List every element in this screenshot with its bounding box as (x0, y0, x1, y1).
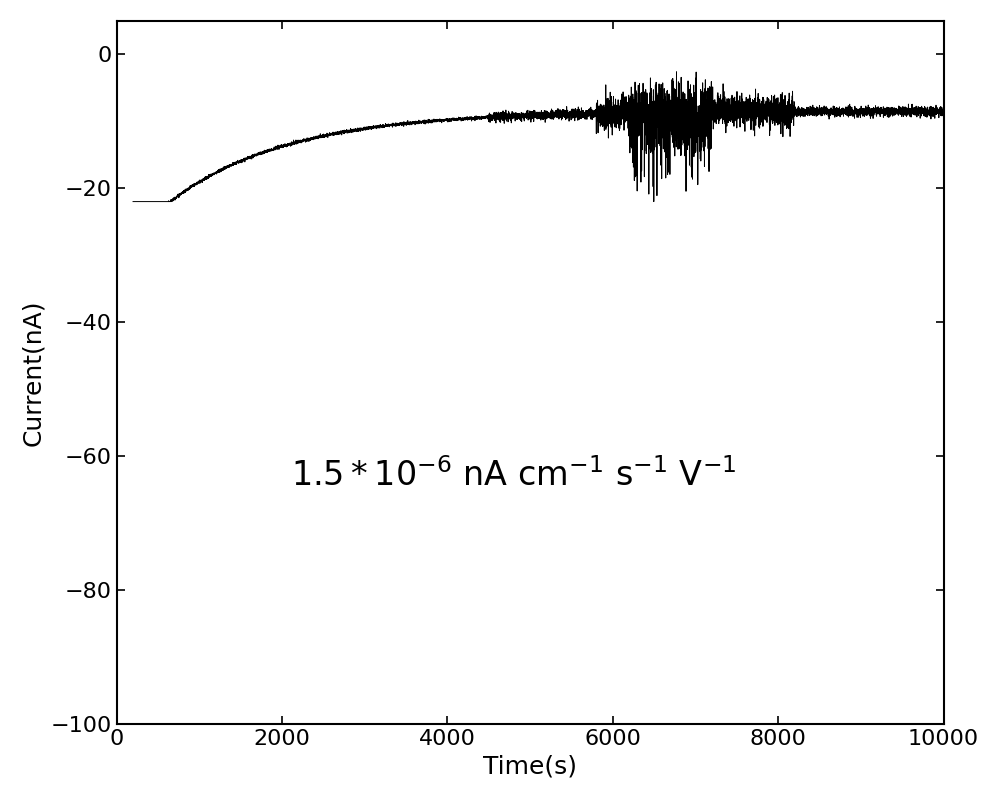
X-axis label: Time(s): Time(s) (483, 754, 577, 778)
Y-axis label: Current(nA): Current(nA) (21, 299, 45, 446)
Text: $1.5*10^{-6}\ \mathrm{nA\ cm^{-1}\ s^{-1}\ V^{-1}}$: $1.5*10^{-6}\ \mathrm{nA\ cm^{-1}\ s^{-1… (291, 459, 736, 494)
